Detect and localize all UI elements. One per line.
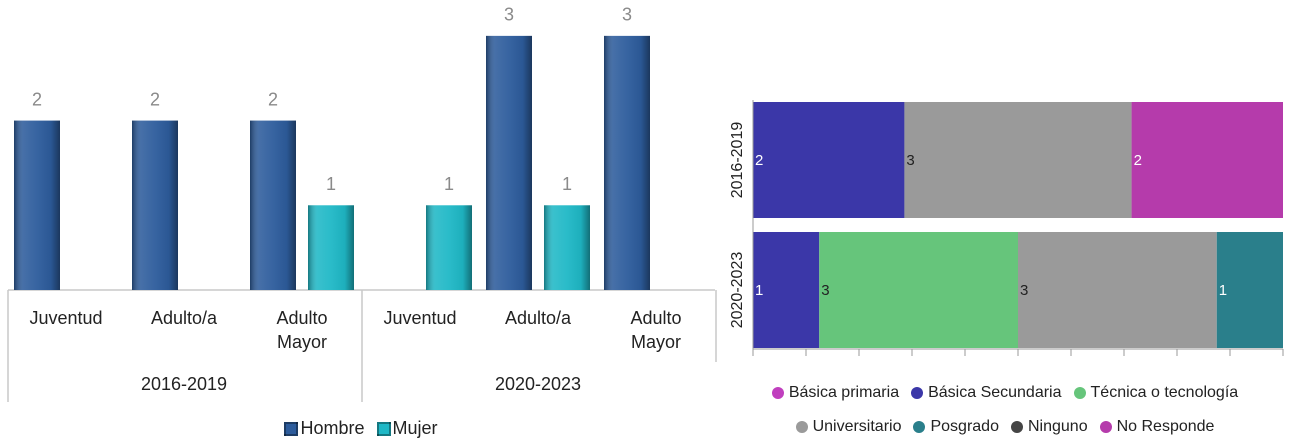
legend-item: Posgrado	[913, 418, 999, 436]
legend-swatch	[771, 387, 784, 399]
bar-shade	[14, 120, 60, 291]
bar-segment	[753, 102, 905, 218]
data-label: 1	[1219, 282, 1227, 299]
y-tick-label: 2016-2019	[729, 122, 746, 199]
legend-swatch	[913, 421, 926, 433]
legend-item: Ninguno	[1010, 418, 1088, 436]
legend-label: Hombre	[300, 418, 365, 438]
bar-segment	[1018, 232, 1217, 348]
legend-label: No Responde	[1116, 418, 1215, 435]
bar-shade	[604, 35, 650, 290]
data-label: 2	[1134, 152, 1142, 169]
data-label: 1	[562, 174, 572, 194]
group-label: 2016-2019	[140, 374, 228, 394]
legend-swatch	[1073, 387, 1086, 399]
data-label: 3	[1020, 282, 1028, 299]
x-tick-label: Juventud	[29, 308, 103, 328]
legend: Básica primaria Básica Secundaria Técnica …	[722, 384, 1288, 436]
legend-swatch	[1099, 421, 1112, 433]
bar-shade	[486, 35, 532, 290]
legend-item: Técnica o tecnología	[1073, 384, 1239, 402]
legend-swatch	[911, 387, 924, 399]
legend-label: Técnica o tecnología	[1090, 384, 1239, 401]
data-label: 2	[32, 89, 42, 109]
legend-label: Básica primaria	[788, 384, 900, 401]
legend-item: No Responde	[1099, 418, 1215, 436]
bar-shade	[308, 205, 354, 290]
data-label: 3	[504, 5, 514, 25]
bar-segment	[904, 102, 1132, 218]
data-label: 3	[622, 5, 632, 25]
legend-swatch	[376, 421, 391, 436]
bar-segment	[753, 232, 820, 348]
legend-item: Hombre	[284, 418, 365, 439]
data-label: 1	[444, 174, 454, 194]
legend-item: Universitario	[795, 418, 902, 436]
x-tick-label: Adulto/a	[150, 308, 218, 328]
x-tick-label: Juventud	[383, 308, 457, 328]
data-label: 3	[906, 152, 914, 169]
data-label: 3	[821, 282, 829, 299]
legend-label: Universitario	[812, 418, 902, 435]
data-label: 1	[326, 174, 336, 194]
x-tick-label: Adulto/a	[504, 308, 572, 328]
bar-shade	[426, 205, 472, 290]
bar-segment	[819, 232, 1018, 348]
group-label: 2020-2023	[494, 374, 582, 394]
data-label: 2	[150, 89, 160, 109]
legend-label: Mujer	[392, 418, 438, 438]
legend-item: Mujer	[376, 418, 438, 439]
y-tick-label: 2020-2023	[729, 252, 746, 329]
legend-swatch	[1010, 421, 1023, 433]
x-tick-label: Adulto Mayor	[630, 308, 682, 352]
legend-label: Posgrado	[930, 418, 999, 435]
data-label: 2	[755, 152, 763, 169]
bar-segment	[1216, 232, 1283, 348]
legend-label: Ninguno	[1027, 418, 1088, 435]
data-label: 1	[755, 282, 763, 299]
legend-item: Básica primaria	[771, 384, 900, 402]
bar-shade	[544, 205, 590, 290]
legend-label: Básica Secundaria	[928, 384, 1062, 401]
bar-shade	[250, 120, 296, 291]
legend-item: Básica Secundaria	[911, 384, 1062, 402]
legend-swatch	[284, 421, 299, 436]
bar-segment	[1131, 102, 1283, 218]
legend-swatch	[795, 421, 808, 433]
x-tick-label: Adulto Mayor	[276, 308, 328, 352]
data-label: 2	[268, 89, 278, 109]
bar-shade	[132, 120, 178, 291]
legend: Hombre Mujer	[161, 418, 561, 439]
